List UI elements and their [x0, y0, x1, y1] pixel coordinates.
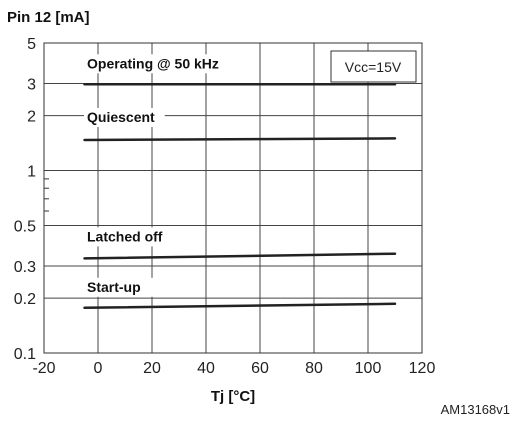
x-tick-labels: -20 0 20 40 60 80 100 120 [32, 360, 435, 377]
series-label-bg-2 [84, 227, 182, 247]
y-tick-label: 0.3 [14, 259, 36, 276]
series-line-2 [83, 252, 397, 260]
x-tick-label: 60 [251, 360, 269, 377]
x-tick-label: 100 [355, 360, 382, 377]
y-tick-label: 0.5 [14, 218, 36, 235]
plot-frame [43, 42, 423, 354]
series-label-1: Quiescent [87, 109, 155, 125]
minor-ticks [44, 178, 49, 212]
y-tick-label: 5 [27, 36, 36, 53]
x-tick-label: 120 [409, 360, 436, 377]
series-line-1 [83, 137, 397, 142]
y-tick-label: 0.1 [14, 346, 36, 363]
x-tick-label: 0 [94, 360, 103, 377]
series-line-3 [83, 302, 397, 310]
series-label-bg-0 [84, 54, 240, 74]
y-axis-title: Pin 12 [mA] [7, 9, 90, 26]
x-tick-label: 80 [305, 360, 323, 377]
condition-text: Vcc=15V [345, 59, 402, 75]
series-group [83, 83, 397, 310]
y-tick-label: 0.2 [14, 291, 36, 308]
series-labels: Operating @ 50 kHz Quiescent Latched off St… [84, 54, 240, 297]
series-label-3: Start-up [87, 279, 141, 295]
series-label-bg-1 [84, 108, 165, 128]
condition-box [330, 50, 417, 83]
y-tick-labels: 0.1 0.2 0.3 0.5 1 2 3 5 [14, 36, 36, 363]
y-tick-label: 3 [27, 76, 36, 93]
grid [43, 42, 423, 354]
x-tick-label: -20 [32, 360, 55, 377]
series-label-bg-3 [84, 277, 157, 297]
y-tick-label: 1 [27, 164, 36, 181]
series-label-0: Operating @ 50 kHz [87, 55, 219, 71]
x-tick-label: 40 [197, 360, 215, 377]
reference-code: AM13168v1 [441, 402, 510, 417]
x-axis-title: Tj [°C] [211, 388, 255, 405]
series-label-2: Latched off [87, 228, 163, 244]
x-tick-label: 20 [143, 360, 161, 377]
y-tick-label: 2 [27, 109, 36, 126]
